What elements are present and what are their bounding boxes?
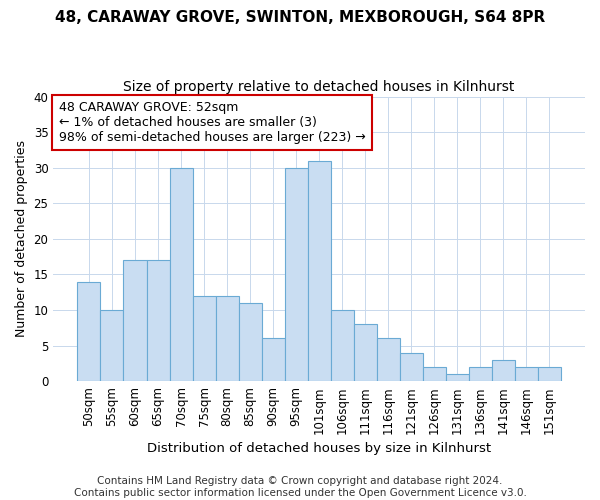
- Text: 48 CARAWAY GROVE: 52sqm
← 1% of detached houses are smaller (3)
98% of semi-deta: 48 CARAWAY GROVE: 52sqm ← 1% of detached…: [59, 101, 365, 144]
- Title: Size of property relative to detached houses in Kilnhurst: Size of property relative to detached ho…: [124, 80, 515, 94]
- Bar: [284, 168, 308, 381]
- X-axis label: Distribution of detached houses by size in Kilnhurst: Distribution of detached houses by size …: [147, 442, 491, 455]
- Bar: [215, 296, 239, 381]
- Bar: [515, 367, 538, 381]
- Bar: [308, 160, 331, 381]
- Bar: [239, 303, 262, 381]
- Bar: [538, 367, 561, 381]
- Bar: [400, 352, 423, 381]
- Bar: [124, 260, 146, 381]
- Bar: [262, 338, 284, 381]
- Bar: [492, 360, 515, 381]
- Bar: [353, 324, 377, 381]
- Bar: [469, 367, 492, 381]
- Bar: [331, 310, 353, 381]
- Bar: [193, 296, 215, 381]
- Text: 48, CARAWAY GROVE, SWINTON, MEXBOROUGH, S64 8PR: 48, CARAWAY GROVE, SWINTON, MEXBOROUGH, …: [55, 10, 545, 25]
- Bar: [146, 260, 170, 381]
- Text: Contains HM Land Registry data © Crown copyright and database right 2024.
Contai: Contains HM Land Registry data © Crown c…: [74, 476, 526, 498]
- Bar: [423, 367, 446, 381]
- Y-axis label: Number of detached properties: Number of detached properties: [15, 140, 28, 338]
- Bar: [170, 168, 193, 381]
- Bar: [100, 310, 124, 381]
- Bar: [377, 338, 400, 381]
- Bar: [446, 374, 469, 381]
- Bar: [77, 282, 100, 381]
